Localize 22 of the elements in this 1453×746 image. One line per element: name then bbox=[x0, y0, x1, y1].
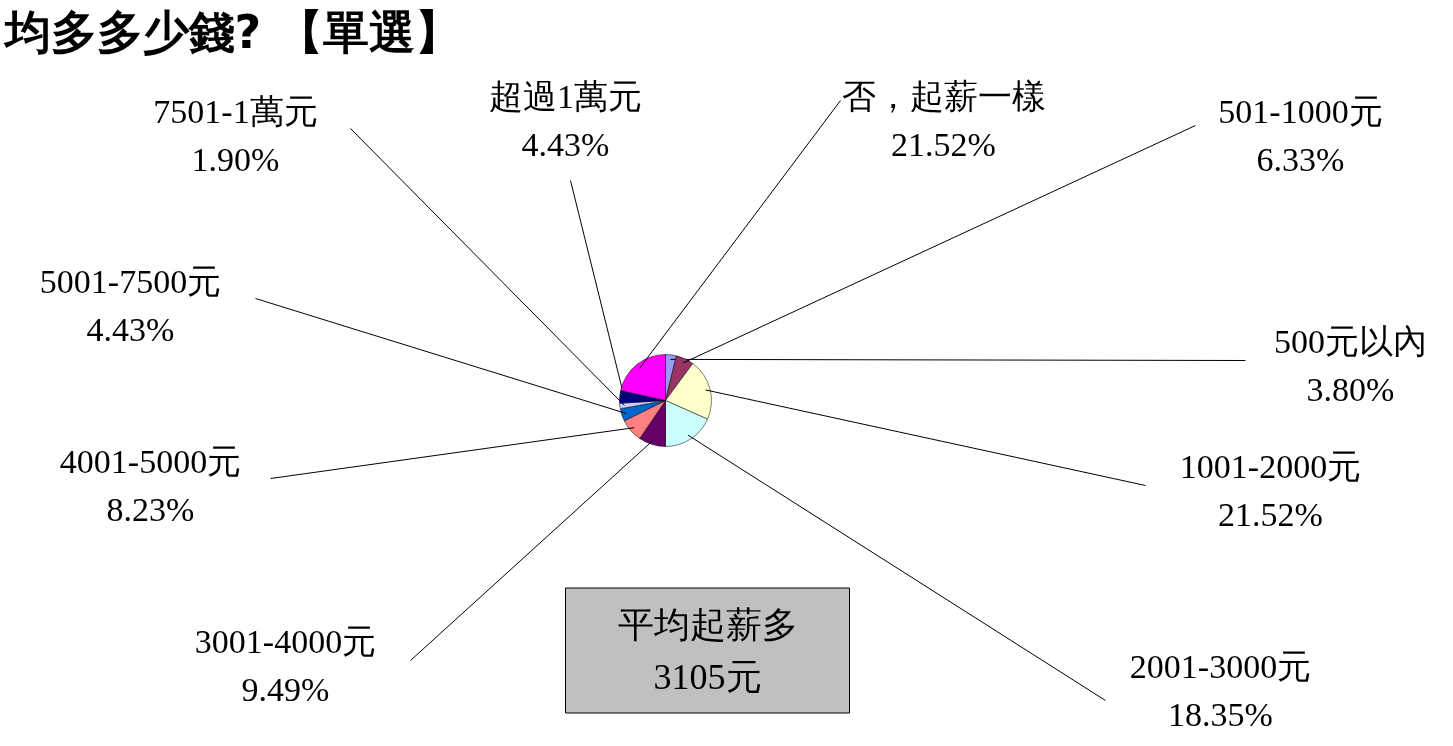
data-label: 4.43% bbox=[86, 311, 175, 349]
slice-label: 500元以內 bbox=[1274, 322, 1427, 360]
data-label: 4.43% bbox=[521, 126, 610, 164]
data-label: 9.49% bbox=[241, 671, 330, 709]
text: 平均起薪多 3105元 bbox=[617, 604, 798, 697]
slice-label: 5001-7500元 bbox=[39, 262, 222, 300]
data-label: 18.35% bbox=[1168, 696, 1273, 734]
slice-label: 2001-3000元 bbox=[1129, 647, 1312, 685]
chart-title: 均多多少錢? 【單選】 bbox=[2, 4, 462, 59]
slice-label: 1001-2000元 bbox=[1179, 447, 1362, 485]
data-label: 21.52% bbox=[891, 126, 996, 164]
slice-label: 501-1000元 bbox=[1218, 92, 1383, 130]
slice-label: 否，起薪一樣 bbox=[841, 77, 1046, 115]
data-label: 1.90% bbox=[191, 141, 280, 179]
data-label: 21.52% bbox=[1218, 496, 1323, 534]
data-label: 8.23% bbox=[106, 491, 195, 529]
slice-label: 7501-1萬元 bbox=[153, 92, 318, 130]
slice-label: 超過1萬元 bbox=[489, 77, 642, 115]
data-label: 3.80% bbox=[1306, 371, 1395, 409]
slice-label: 3001-4000元 bbox=[194, 622, 377, 660]
slice-label: 4001-5000元 bbox=[59, 442, 242, 480]
data-label: 6.33% bbox=[1256, 141, 1345, 179]
